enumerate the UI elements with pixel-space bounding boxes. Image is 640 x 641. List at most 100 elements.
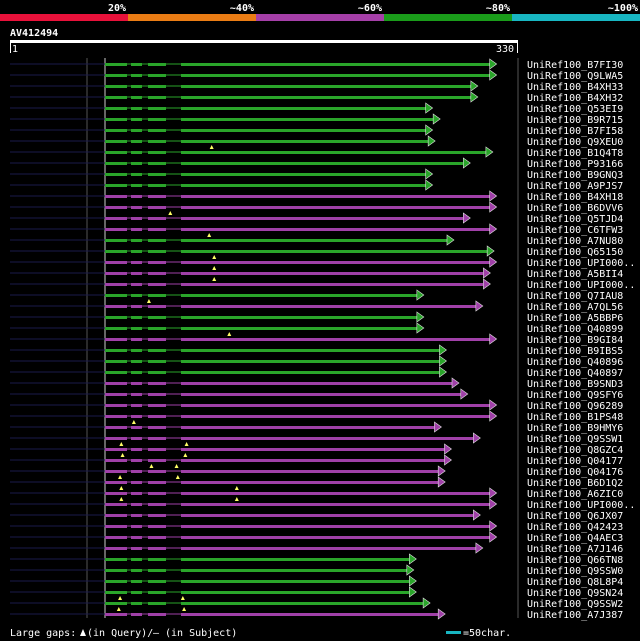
hit-row[interactable]: UniRef100_A9PJS7: [10, 179, 623, 192]
hit-row[interactable]: UniRef100_Q66TN8: [10, 553, 623, 566]
hit-name[interactable]: UniRef100_Q53EI9: [527, 104, 623, 115]
hit-name[interactable]: UniRef100_A7NU80: [527, 236, 623, 247]
hit-row[interactable]: UniRef100_Q9SN24: [10, 586, 623, 599]
hit-name[interactable]: UniRef100_B9SND3: [527, 379, 623, 390]
hit-row[interactable]: UniRef100_B4XH32: [10, 91, 623, 104]
hit-name[interactable]: UniRef100_P93166: [527, 159, 623, 170]
hit-row[interactable]: UniRef100_A7J146: [10, 542, 623, 555]
hit-name[interactable]: UniRef100_B7FI58: [527, 126, 623, 137]
hit-name[interactable]: UniRef100_B4XH33: [527, 82, 623, 93]
hit-row[interactable]: UniRef100_A6ZIC0: [10, 486, 623, 500]
hit-row[interactable]: UniRef100_Q9SSW2: [10, 596, 623, 610]
hit-name[interactable]: UniRef100_Q9SSW0: [527, 566, 623, 577]
hit-name[interactable]: UniRef100_B7FI30: [527, 60, 623, 71]
hit-row[interactable]: UniRef100_Q9SSW0: [10, 564, 623, 577]
hit-row[interactable]: UniRef100_B6DVV6: [10, 201, 623, 214]
hit-row[interactable]: UniRef100_UPI000..: [10, 497, 635, 511]
hit-row[interactable]: UniRef100_B9IBS5: [10, 344, 623, 357]
hit-name[interactable]: UniRef100_B1PS48: [527, 412, 623, 423]
hit-row[interactable]: UniRef100_Q04176: [10, 464, 623, 478]
hit-row[interactable]: UniRef100_Q9SSW1: [10, 432, 623, 445]
hit-name[interactable]: UniRef100_B6DVV6: [527, 203, 623, 214]
hit-name[interactable]: UniRef100_B9IBS5: [527, 346, 623, 357]
hit-row[interactable]: UniRef100_B1Q4T8: [10, 145, 623, 159]
hit-row[interactable]: UniRef100_A7J387: [10, 607, 623, 621]
hit-row[interactable]: UniRef100_Q96289: [10, 399, 623, 412]
hit-name[interactable]: UniRef100_Q9LWA5: [527, 71, 623, 82]
hit-name[interactable]: UniRef100_Q9SFY6: [527, 390, 623, 401]
hit-row[interactable]: UniRef100_A5BII4: [10, 266, 623, 280]
hit-name[interactable]: UniRef100_Q96289: [527, 401, 623, 412]
hit-name[interactable]: UniRef100_Q42423: [527, 522, 623, 533]
hit-name[interactable]: UniRef100_UPI000..: [527, 500, 635, 511]
hit-name[interactable]: UniRef100_Q04177: [527, 456, 623, 467]
hit-row[interactable]: UniRef100_B9SND3: [10, 377, 623, 390]
hit-row[interactable]: UniRef100_Q40899: [10, 322, 623, 335]
hit-row[interactable]: UniRef100_Q42423: [10, 520, 623, 533]
hit-name[interactable]: UniRef100_Q9SSW2: [527, 599, 623, 610]
hit-name[interactable]: UniRef100_C6TFW3: [527, 225, 623, 236]
hit-name[interactable]: UniRef100_B9HMY6: [527, 423, 623, 434]
hit-row[interactable]: UniRef100_Q53EI9: [10, 102, 623, 115]
hit-name[interactable]: UniRef100_B4XH32: [527, 93, 623, 104]
hit-row[interactable]: UniRef100_B9R715: [10, 113, 623, 126]
hit-row[interactable]: UniRef100_B9GI84: [10, 332, 623, 346]
hit-row[interactable]: UniRef100_B7FI58: [10, 124, 623, 137]
hit-name[interactable]: UniRef100_Q65150: [527, 247, 623, 258]
hit-name[interactable]: UniRef100_Q4AEC3: [527, 533, 623, 544]
hit-name[interactable]: UniRef100_A7J387: [527, 610, 623, 621]
hit-name[interactable]: UniRef100_B4XH18: [527, 192, 623, 203]
hit-name[interactable]: UniRef100_A9PJS7: [527, 181, 623, 192]
hit-name[interactable]: UniRef100_Q9XEU0: [527, 137, 623, 148]
hit-name[interactable]: UniRef100_UPI000..: [527, 280, 635, 291]
hit-name[interactable]: UniRef100_B6D1Q2: [527, 478, 623, 489]
hit-name[interactable]: UniRef100_Q66TN8: [527, 555, 623, 566]
hit-name[interactable]: UniRef100_A6ZIC0: [527, 489, 623, 500]
hit-row[interactable]: UniRef100_B7FI30: [10, 58, 623, 71]
hit-row[interactable]: UniRef100_Q04177: [10, 453, 623, 467]
hit-name[interactable]: UniRef100_Q5TJD4: [527, 214, 623, 225]
hit-row[interactable]: UniRef100_C6TFW3: [10, 223, 623, 236]
hit-row[interactable]: UniRef100_Q7IAU8: [10, 289, 623, 302]
hit-name[interactable]: UniRef100_A5BII4: [527, 269, 623, 280]
hit-row[interactable]: UniRef100_A7NU80: [10, 233, 623, 247]
hit-name[interactable]: UniRef100_UPI000..: [527, 258, 635, 269]
hit-name[interactable]: UniRef100_B9GNQ3: [527, 170, 623, 181]
hit-name[interactable]: UniRef100_B9R715: [527, 115, 623, 126]
hit-row[interactable]: UniRef100_UPI000..: [10, 277, 635, 291]
hit-row[interactable]: UniRef100_B6D1Q2: [10, 475, 623, 489]
hit-name[interactable]: UniRef100_B1Q4T8: [527, 148, 623, 159]
hit-name[interactable]: UniRef100_A7J146: [527, 544, 623, 555]
hit-name[interactable]: UniRef100_A7QL56: [527, 302, 623, 313]
hit-row[interactable]: UniRef100_Q5TJD4: [10, 211, 623, 225]
hit-row[interactable]: UniRef100_P93166: [10, 157, 623, 170]
hit-row[interactable]: UniRef100_Q6JX07: [10, 509, 623, 522]
hit-row[interactable]: UniRef100_Q40897: [10, 366, 623, 379]
hit-row[interactable]: UniRef100_Q9XEU0: [10, 135, 623, 148]
hit-row[interactable]: UniRef100_A7QL56: [10, 299, 623, 313]
hit-name[interactable]: UniRef100_Q40899: [527, 324, 623, 335]
hit-row[interactable]: UniRef100_B4XH33: [10, 80, 623, 93]
hit-name[interactable]: UniRef100_Q9SN24: [527, 588, 623, 599]
hit-row[interactable]: UniRef100_Q40896: [10, 355, 623, 368]
hit-row[interactable]: UniRef100_B9HMY6: [10, 420, 623, 434]
hit-name[interactable]: UniRef100_Q9SSW1: [527, 434, 623, 445]
hit-row[interactable]: UniRef100_B9GNQ3: [10, 168, 623, 181]
hit-name[interactable]: UniRef100_Q8GZC4: [527, 445, 623, 456]
hit-name[interactable]: UniRef100_Q04176: [527, 467, 623, 478]
hit-row[interactable]: UniRef100_Q4AEC3: [10, 531, 623, 544]
hit-row[interactable]: UniRef100_Q8GZC4: [10, 442, 623, 456]
hit-name[interactable]: UniRef100_A5BBP6: [527, 313, 623, 324]
hit-row[interactable]: UniRef100_B4XH18: [10, 190, 623, 203]
hit-name[interactable]: UniRef100_Q6JX07: [527, 511, 623, 522]
hit-name[interactable]: UniRef100_Q8L8P4: [527, 577, 623, 588]
hit-row[interactable]: UniRef100_UPI000..: [10, 255, 635, 269]
hit-name[interactable]: UniRef100_Q7IAU8: [527, 291, 623, 302]
hit-name[interactable]: UniRef100_Q40897: [527, 368, 623, 379]
hit-row[interactable]: UniRef100_B1PS48: [10, 410, 623, 423]
hit-row[interactable]: UniRef100_Q9LWA5: [10, 69, 623, 82]
hit-name[interactable]: UniRef100_B9GI84: [527, 335, 623, 346]
hit-row[interactable]: UniRef100_A5BBP6: [10, 311, 623, 324]
hit-row[interactable]: UniRef100_Q8L8P4: [10, 575, 623, 588]
hit-name[interactable]: UniRef100_Q40896: [527, 357, 623, 368]
